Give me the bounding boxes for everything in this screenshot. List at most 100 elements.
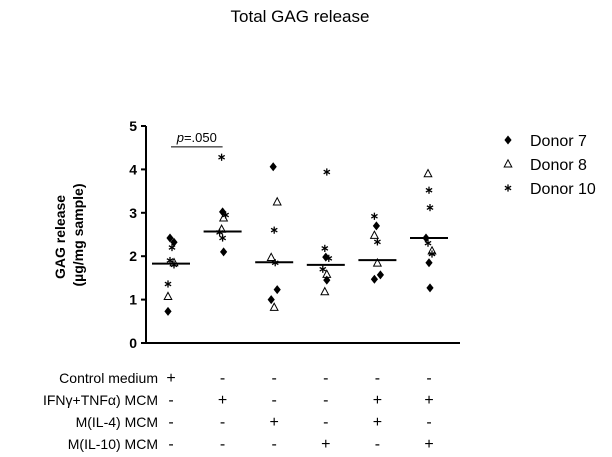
asterisk-stroke xyxy=(426,205,434,210)
asterisk-marker xyxy=(325,254,333,262)
diamond-marker xyxy=(269,162,277,172)
minus-sign: - xyxy=(323,370,328,387)
triangle-marker xyxy=(163,291,173,301)
p-value-annotation: p=.050 xyxy=(171,130,223,148)
asterisk-stroke xyxy=(168,245,176,250)
asterisk-marker xyxy=(219,234,227,242)
minus-sign: - xyxy=(220,370,225,387)
diamond-marker xyxy=(425,258,433,268)
y-tick-label: 0 xyxy=(129,335,137,351)
triangle-marker xyxy=(269,302,279,311)
minus-sign: - xyxy=(375,370,380,387)
legend-label: Donor 7 xyxy=(530,133,587,150)
legend-label: Donor 8 xyxy=(530,157,587,174)
condition-label-part: ) MCM xyxy=(116,392,158,408)
minus-sign: - xyxy=(168,414,173,431)
plus-sign: + xyxy=(373,392,382,409)
legend-item: Donor 8 xyxy=(503,157,587,174)
asterisk-stroke xyxy=(319,266,327,272)
triangle-marker xyxy=(216,224,227,233)
diamond-marker xyxy=(323,275,331,285)
triangle-marker xyxy=(322,269,332,278)
legend: Donor 7 Donor 8 Donor 10 xyxy=(503,133,596,198)
condition-table: Control medium + - - - - -IFNγ+TNFα) MCM - + - - + +… xyxy=(43,370,434,453)
asterisk-marker xyxy=(321,244,329,252)
asterisk-marker xyxy=(166,256,174,265)
axes: 0 1 2 3 4 5 xyxy=(129,118,460,351)
asterisk-marker xyxy=(271,259,279,267)
asterisk-stroke xyxy=(323,169,331,175)
asterisk-marker xyxy=(270,226,278,234)
asterisk-marker xyxy=(168,243,176,252)
condition-label: IFNγ+TNFα) MCM xyxy=(43,392,158,408)
y-axis-label-line2: (µg/mg sample) xyxy=(70,184,86,287)
minus-sign: - xyxy=(272,436,277,453)
data-points xyxy=(163,153,437,316)
chart-title: Total GAG release xyxy=(231,7,370,26)
asterisk-stroke xyxy=(164,281,172,287)
diamond-marker xyxy=(372,221,380,231)
asterisk-marker xyxy=(218,153,226,161)
p-value: =.050 xyxy=(184,130,217,145)
median-lines xyxy=(152,230,448,266)
triangle-marker xyxy=(369,230,380,239)
asterisk-stroke xyxy=(170,262,178,268)
plus-sign: + xyxy=(270,414,279,431)
asterisk-stroke xyxy=(166,258,174,263)
asterisk-stroke xyxy=(270,227,278,233)
condition-label-part: α xyxy=(108,392,116,408)
triangle-marker xyxy=(503,158,513,168)
diamond-marker xyxy=(273,285,281,295)
diamond-marker xyxy=(220,247,228,257)
legend-item: Donor 7 xyxy=(504,133,587,150)
y-tick-label: 3 xyxy=(129,205,137,221)
condition-row: M(IL-4) MCM - - + - + - xyxy=(76,414,432,431)
condition-label-part: IFN xyxy=(43,392,66,408)
triangle-marker xyxy=(423,168,433,178)
asterisk-marker xyxy=(424,239,432,247)
y-tick-label: 1 xyxy=(129,292,137,308)
minus-sign: - xyxy=(272,392,277,409)
legend-item: Donor 10 xyxy=(504,181,596,198)
triangle-marker xyxy=(372,257,383,267)
minus-sign: - xyxy=(220,414,225,431)
diamond-marker xyxy=(426,283,434,293)
minus-sign: - xyxy=(168,392,173,409)
legend-label: Donor 10 xyxy=(530,181,596,198)
minus-sign: - xyxy=(426,414,431,431)
minus-sign: - xyxy=(272,370,277,387)
asterisk-marker xyxy=(319,265,327,273)
plus-sign: + xyxy=(424,436,433,453)
asterisk-marker xyxy=(504,184,512,192)
asterisk-stroke xyxy=(504,185,512,191)
triangle-marker xyxy=(320,286,330,296)
asterisk-marker xyxy=(170,261,178,269)
triangle-marker xyxy=(266,252,276,262)
minus-sign: - xyxy=(323,392,328,409)
condition-label-part: +TNF xyxy=(73,392,108,408)
asterisk-stroke xyxy=(428,251,436,257)
condition-label: M(IL-10) MCM xyxy=(68,436,158,452)
condition-row: M(IL-10) MCM - - - + - + xyxy=(68,436,434,453)
minus-sign: - xyxy=(426,370,431,387)
asterisk-stroke xyxy=(321,246,329,251)
plus-sign: + xyxy=(373,414,382,431)
p-symbol: p xyxy=(176,130,184,145)
condition-label: Control medium xyxy=(59,370,158,386)
asterisk-marker xyxy=(373,238,381,246)
diamond-marker xyxy=(370,274,378,284)
asterisk-stroke xyxy=(271,260,279,266)
asterisk-stroke xyxy=(373,239,381,245)
diamond-marker xyxy=(164,306,172,316)
condition-label: M(IL-4) MCM xyxy=(76,414,158,430)
asterisk-stroke xyxy=(218,154,226,160)
asterisk-marker xyxy=(323,168,331,176)
asterisk-stroke xyxy=(370,213,378,219)
minus-sign: - xyxy=(220,436,225,453)
minus-sign: - xyxy=(375,436,380,453)
minus-sign: - xyxy=(323,414,328,431)
asterisk-stroke xyxy=(325,256,333,261)
diamond-marker xyxy=(267,295,275,305)
asterisk-stroke xyxy=(425,187,433,193)
asterisk-marker xyxy=(428,250,436,258)
